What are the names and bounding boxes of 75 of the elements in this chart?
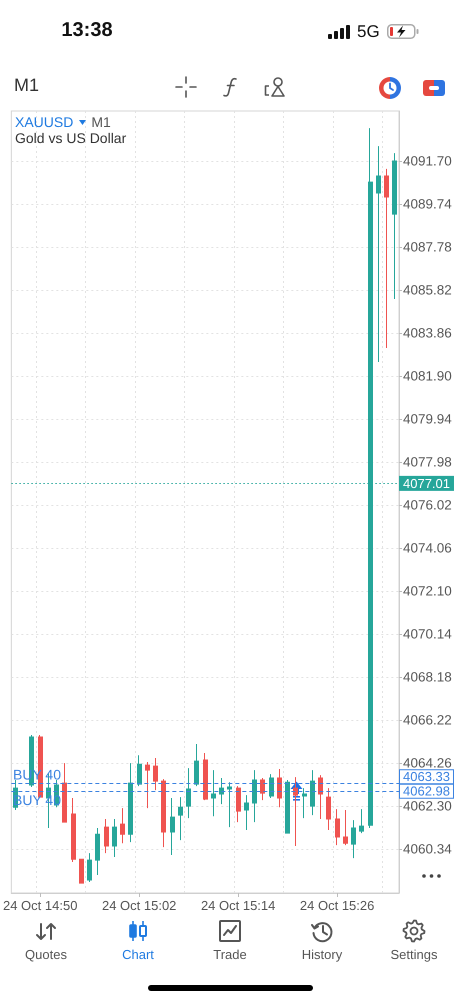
candlestick — [178, 796, 183, 841]
candlestick — [170, 797, 175, 856]
candlestick — [376, 146, 381, 363]
candlestick — [384, 168, 389, 348]
y-tick-label: 4070.14 — [403, 626, 452, 642]
ref-line-label: 4063.33 — [403, 769, 450, 784]
y-tick-label: 4077.98 — [403, 454, 452, 470]
x-tick-label: 24 Oct 15:14 — [200, 898, 276, 913]
y-tick-label: 4072.10 — [403, 584, 452, 599]
y-tick-label: 4066.22 — [403, 712, 452, 728]
y-tick-label: 4062.30 — [403, 798, 452, 814]
candlestick — [62, 762, 67, 823]
y-tick-label: 4083.86 — [403, 326, 452, 341]
candlestick — [392, 152, 397, 300]
candlestick — [326, 788, 331, 831]
candlestick — [236, 786, 241, 823]
x-tick-label: 24 Oct 15:02 — [102, 898, 176, 913]
candlestick — [260, 778, 265, 801]
candlestick — [161, 778, 166, 848]
ref-line-label: 4077.01 — [403, 476, 450, 491]
ref-line-label: 4062.98 — [403, 784, 450, 799]
y-tick-label: 4087.78 — [403, 240, 452, 255]
text: History — [300, 947, 344, 962]
candlestick — [252, 770, 257, 823]
candlestick — [87, 852, 92, 883]
candlestick — [351, 820, 356, 859]
candlestick — [79, 858, 84, 884]
text: Quotes — [24, 947, 68, 962]
candlestick — [302, 788, 307, 819]
candlestick — [71, 797, 76, 863]
text: Gold vs US Dollar — [15, 130, 126, 146]
text: 5G — [357, 22, 380, 42]
text: 13:38 — [60, 19, 114, 42]
y-tick-label: 4068.18 — [403, 670, 452, 685]
y-tick-label: 4089.74 — [403, 196, 452, 212]
candlestick — [112, 818, 117, 858]
candlestick — [335, 808, 340, 846]
text: Settings — [390, 947, 438, 962]
y-tick-label: 4064.26 — [403, 756, 452, 771]
candlestick — [318, 774, 323, 820]
candlestick — [145, 762, 150, 809]
y-tick-label: 4091.70 — [403, 154, 452, 169]
candlestick — [95, 828, 100, 876]
candlestick — [211, 770, 216, 817]
y-tick-label: 4076.02 — [403, 498, 452, 513]
x-tick-label: 24 Oct 15:26 — [300, 898, 374, 913]
y-tick-label: 4079.94 — [403, 412, 452, 427]
candlestick — [293, 776, 298, 847]
text: Trade — [212, 947, 248, 962]
candlestick — [186, 768, 191, 819]
annotation: M1 — [91, 114, 111, 130]
chart-title: XAUUSD — [15, 114, 74, 130]
candlestick — [128, 762, 133, 843]
text: Chart — [121, 947, 155, 962]
candlestick — [310, 770, 315, 816]
y-tick-label: 4060.34 — [403, 842, 452, 857]
x-tick-label: 24 Oct 14:50 — [2, 898, 78, 913]
text: M1 — [14, 75, 40, 96]
candlestick — [227, 782, 232, 828]
candlestick — [285, 780, 290, 834]
candlestick — [269, 774, 274, 798]
candlestick — [359, 808, 364, 834]
candlestick — [277, 768, 282, 808]
y-tick-label: 4081.90 — [403, 368, 452, 384]
candlestick — [244, 794, 249, 831]
candlestick — [104, 818, 109, 854]
candlestick — [120, 808, 125, 844]
candlestick — [343, 810, 348, 846]
candlestick — [219, 778, 224, 805]
y-tick-label: 4085.82 — [403, 282, 452, 298]
candlestick — [137, 754, 142, 787]
candlestick — [194, 744, 199, 787]
y-tick-label: 4074.06 — [403, 540, 452, 556]
candlestick — [153, 758, 158, 791]
candlestick — [203, 752, 208, 801]
